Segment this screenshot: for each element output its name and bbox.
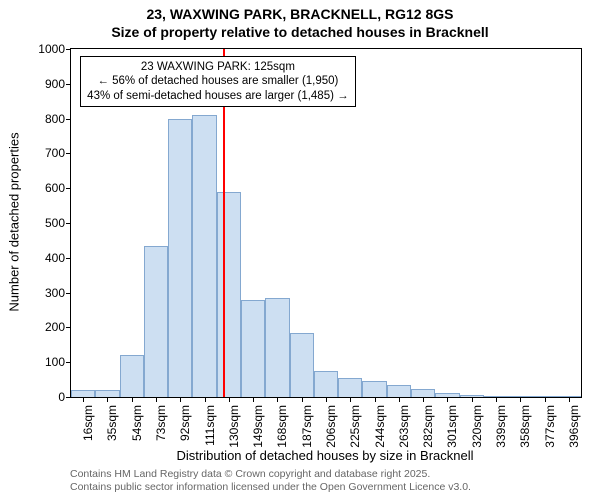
x-tick-label: 396sqm	[565, 405, 581, 448]
x-tick-mark	[447, 397, 448, 402]
histogram-bar	[120, 355, 144, 397]
x-tick-label: 301sqm	[443, 405, 459, 448]
x-axis-label: Distribution of detached houses by size …	[177, 448, 474, 463]
x-tick-mark	[132, 397, 133, 402]
x-tick-label: 35sqm	[103, 405, 119, 441]
x-tick-label: 320sqm	[468, 405, 484, 448]
histogram-bar	[362, 381, 386, 397]
annotation-box: 23 WAXWING PARK: 125sqm← 56% of detached…	[80, 56, 355, 107]
x-tick-label: 149sqm	[249, 405, 265, 448]
footer-line1: Contains HM Land Registry data © Crown c…	[70, 468, 471, 481]
x-tick-mark	[277, 397, 278, 402]
annotation-line: 23 WAXWING PARK: 125sqm	[87, 60, 348, 74]
histogram-bar	[460, 395, 484, 397]
x-tick-mark	[253, 397, 254, 402]
x-tick-mark	[229, 397, 230, 402]
histogram-bar	[314, 371, 338, 397]
x-tick-mark	[180, 397, 181, 402]
x-tick-mark	[472, 397, 473, 402]
y-axis-label: Number of detached properties	[7, 132, 22, 311]
y-tick-label: 100	[45, 355, 71, 369]
x-tick-label: 377sqm	[541, 405, 557, 448]
x-tick-label: 111sqm	[201, 405, 217, 446]
histogram-bar	[532, 396, 556, 397]
histogram-bar	[387, 385, 411, 397]
y-tick-label: 400	[45, 251, 71, 265]
x-tick-label: 282sqm	[419, 405, 435, 448]
x-tick-mark	[302, 397, 303, 402]
histogram-bar	[435, 393, 459, 397]
histogram-bar	[338, 378, 362, 397]
x-tick-label: 225sqm	[346, 405, 362, 448]
x-tick-label: 187sqm	[298, 405, 314, 448]
histogram-bar	[192, 115, 216, 397]
x-tick-label: 16sqm	[79, 405, 95, 441]
y-tick-label: 900	[45, 77, 71, 91]
x-tick-label: 358sqm	[516, 405, 532, 448]
x-tick-mark	[569, 397, 570, 402]
x-tick-label: 206sqm	[322, 405, 338, 448]
y-tick-label: 300	[45, 286, 71, 300]
x-tick-mark	[520, 397, 521, 402]
chart-title-line1: 23, WAXWING PARK, BRACKNELL, RG12 8GS	[0, 6, 600, 24]
x-tick-mark	[399, 397, 400, 402]
histogram-bar	[484, 396, 508, 397]
x-tick-mark	[496, 397, 497, 402]
chart-container: 23, WAXWING PARK, BRACKNELL, RG12 8GS Si…	[0, 0, 600, 500]
histogram-bar	[217, 192, 241, 397]
chart-title-line2: Size of property relative to detached ho…	[0, 24, 600, 42]
annotation-line: ← 56% of detached houses are smaller (1,…	[87, 74, 348, 88]
x-tick-label: 130sqm	[225, 405, 241, 448]
x-tick-mark	[107, 397, 108, 402]
histogram-bar	[71, 390, 95, 397]
y-tick-label: 800	[45, 112, 71, 126]
annotation-line: 43% of semi-detached houses are larger (…	[87, 89, 348, 103]
histogram-bar	[411, 389, 435, 397]
histogram-bar	[557, 396, 581, 397]
histogram-bar	[241, 300, 265, 397]
x-tick-mark	[350, 397, 351, 402]
x-tick-mark	[375, 397, 376, 402]
y-tick-label: 600	[45, 181, 71, 195]
x-tick-mark	[326, 397, 327, 402]
footer-line2: Contains public sector information licen…	[70, 481, 471, 494]
y-tick-label: 200	[45, 320, 71, 334]
plot-area: 0100200300400500600700800900100016sqm35s…	[70, 48, 582, 398]
x-tick-label: 92sqm	[176, 405, 192, 441]
x-tick-label: 73sqm	[152, 405, 168, 441]
y-tick-label: 0	[58, 390, 71, 404]
x-tick-mark	[205, 397, 206, 402]
chart-title-block: 23, WAXWING PARK, BRACKNELL, RG12 8GS Si…	[0, 6, 600, 41]
histogram-bar	[144, 246, 168, 397]
y-tick-label: 500	[45, 216, 71, 230]
x-tick-mark	[545, 397, 546, 402]
footer-attribution: Contains HM Land Registry data © Crown c…	[70, 468, 471, 494]
histogram-bar	[265, 298, 289, 397]
x-tick-mark	[83, 397, 84, 402]
y-tick-label: 700	[45, 146, 71, 160]
histogram-bar	[290, 333, 314, 397]
x-tick-label: 339sqm	[492, 405, 508, 448]
histogram-bar	[95, 390, 119, 397]
x-tick-mark	[156, 397, 157, 402]
x-tick-label: 168sqm	[273, 405, 289, 448]
x-tick-label: 263sqm	[395, 405, 411, 448]
x-tick-label: 54sqm	[128, 405, 144, 441]
x-tick-label: 244sqm	[371, 405, 387, 448]
y-tick-label: 1000	[38, 42, 71, 56]
x-tick-mark	[423, 397, 424, 402]
histogram-bar	[508, 396, 532, 397]
histogram-bar	[168, 119, 192, 397]
